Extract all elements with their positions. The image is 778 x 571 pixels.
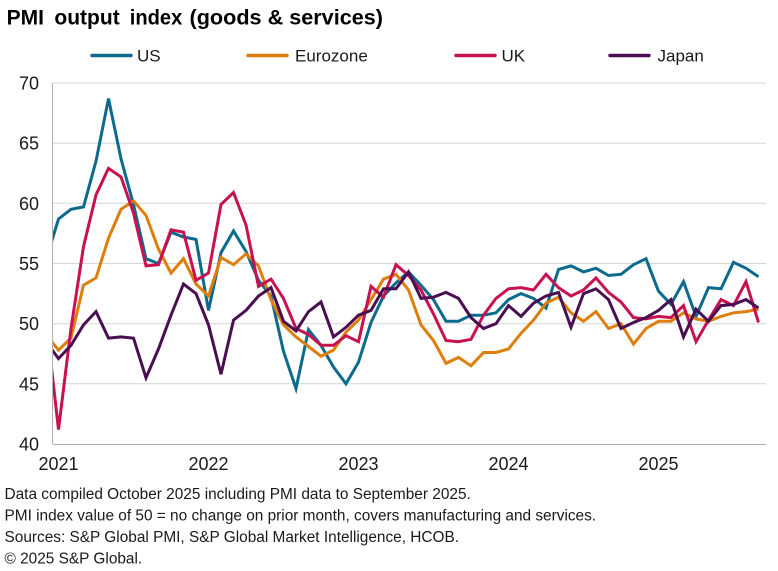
- svg-text:50: 50: [19, 314, 39, 334]
- svg-text:2023: 2023: [338, 454, 378, 474]
- svg-text:US: US: [137, 46, 161, 65]
- svg-text:70: 70: [19, 74, 39, 94]
- svg-text:2021: 2021: [38, 454, 78, 474]
- svg-text:UK: UK: [502, 46, 526, 65]
- svg-text:Japan: Japan: [658, 46, 704, 65]
- svg-text:2025: 2025: [638, 454, 678, 474]
- svg-text:Eurozone: Eurozone: [295, 46, 368, 65]
- svg-text:PMI index value of 50 = no cha: PMI index value of 50 = no change on pri…: [5, 508, 597, 525]
- svg-text:© 2025 S&P Global.: © 2025 S&P Global.: [5, 551, 143, 568]
- svg-text:2024: 2024: [488, 454, 528, 474]
- svg-text:Data compiled October 2025 inc: Data compiled October 2025 including PMI…: [5, 486, 471, 503]
- svg-text:55: 55: [19, 254, 39, 274]
- svg-text:Sources: S&P Global PMI, S&P G: Sources: S&P Global PMI, S&P Global Mark…: [5, 529, 460, 546]
- svg-text:40: 40: [19, 435, 39, 455]
- svg-text:2022: 2022: [188, 454, 228, 474]
- svg-text:60: 60: [19, 194, 39, 214]
- svg-text:45: 45: [19, 374, 39, 394]
- svg-text:65: 65: [19, 134, 39, 154]
